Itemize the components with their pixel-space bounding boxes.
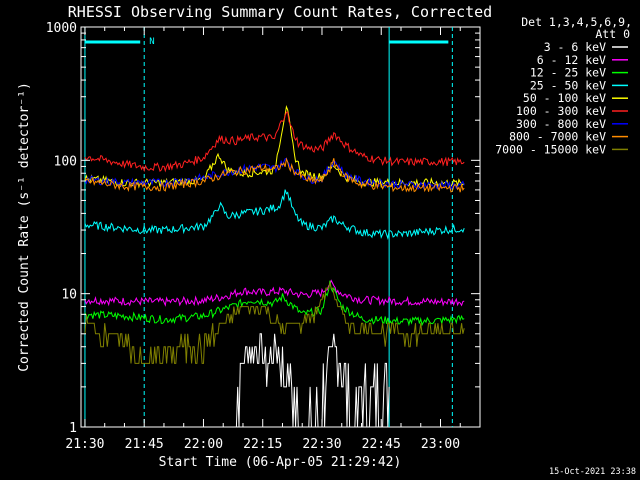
series-line-0	[231, 333, 390, 428]
series-line-1	[84, 279, 465, 307]
x-axis-label: Start Time (06-Apr-05 21:29:42)	[159, 455, 402, 470]
y-axis: 1 10 100 1000	[46, 21, 480, 436]
x-tick-label: 22:00	[184, 437, 223, 452]
y-axis-label: Corrected Count Rate (s⁻¹ detector⁻¹)	[17, 82, 32, 372]
series-line-3	[84, 189, 465, 241]
legend-label-1: 6 - 12 keV	[537, 53, 606, 67]
series-line-8	[84, 281, 465, 364]
legend-header-line1: Det 1,3,4,5,6,9,	[521, 15, 632, 29]
legend-label-5: 100 - 300 keV	[516, 104, 606, 118]
timestamp: 15-Oct-2021 23:38	[549, 467, 636, 477]
flag-intervals: N	[84, 27, 453, 427]
x-axis: 21:30 21:45 22:00 22:15 22:30 22:45 23:00	[65, 27, 481, 452]
legend-label-3: 25 - 50 keV	[530, 78, 606, 92]
x-tick-label: 22:30	[302, 437, 341, 452]
x-tick-label: 22:15	[243, 437, 282, 452]
legend-label-6: 300 - 800 keV	[516, 117, 606, 131]
flag-interval-1	[388, 27, 453, 427]
y-tick-label: 1	[69, 421, 77, 436]
flag-label: N	[149, 37, 154, 47]
series-line-5	[84, 111, 465, 173]
legend-label-7: 800 - 7000 keV	[509, 130, 606, 144]
x-tick-label: 21:45	[125, 437, 164, 452]
chart-title: RHESSI Observing Summary Count Rates, Co…	[68, 3, 492, 21]
legend-header-line2: Att 0	[595, 27, 630, 41]
series-line-6	[84, 157, 465, 191]
series-group	[84, 104, 465, 428]
x-tick-label: 23:00	[421, 437, 460, 452]
series-line-4	[84, 104, 465, 189]
y-tick-label: 1000	[46, 21, 77, 36]
legend-label-0: 3 - 6 keV	[544, 40, 606, 54]
legend-label-8: 7000 - 15000 keV	[495, 142, 606, 156]
plot-frame	[80, 26, 481, 428]
series-line-7	[84, 157, 465, 193]
x-tick-label: 22:45	[362, 437, 401, 452]
x-tick-label: 21:30	[65, 437, 104, 452]
y-tick-label: 100	[54, 154, 77, 169]
series-line-2	[84, 280, 465, 327]
y-tick-label: 10	[61, 288, 77, 303]
legend-label-4: 50 - 100 keV	[523, 91, 606, 105]
legend-label-2: 12 - 25 keV	[530, 66, 606, 80]
